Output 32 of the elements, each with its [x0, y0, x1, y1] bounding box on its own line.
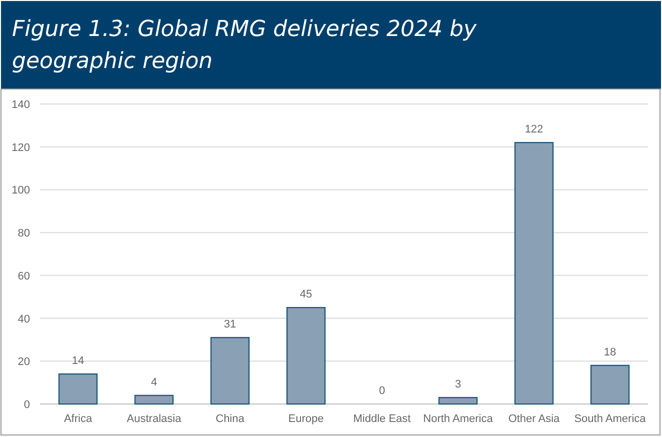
y-tick-label: 140: [12, 99, 30, 111]
x-tick-label: North America: [423, 413, 494, 425]
bar: [58, 373, 98, 405]
data-label: 3: [454, 378, 462, 391]
x-tick-label: China: [216, 413, 246, 425]
data-label: 14: [72, 355, 84, 367]
data-label: 0: [378, 385, 386, 397]
x-tick-label: Other Asia: [508, 413, 561, 425]
data-label: 122: [524, 124, 544, 136]
y-tick-label: 40: [18, 313, 30, 326]
y-tick-label: 80: [18, 228, 30, 240]
x-tick-label: South America: [574, 413, 647, 425]
data-label: 4: [150, 376, 158, 388]
data-label: 18: [604, 346, 616, 358]
y-tick-label: 20: [18, 356, 30, 368]
y-tick-label: 60: [18, 270, 30, 282]
bar: [134, 394, 174, 405]
data-label: 45: [300, 288, 312, 301]
bar: [438, 396, 478, 405]
bar: [590, 364, 630, 405]
y-tick-label: 120: [12, 142, 30, 154]
x-tick-label: Africa: [64, 413, 93, 425]
y-tick-label: 100: [12, 184, 30, 197]
bar: [210, 336, 250, 405]
bar: [514, 142, 554, 405]
y-tick-label: 0: [24, 399, 30, 411]
bar: [286, 306, 326, 405]
chart-title: Figure 1.3: Global RMG deliveries 2024 by geographic region: [12, 16, 478, 76]
data-label: 31: [224, 318, 236, 331]
x-tick-label: Australasia: [126, 413, 182, 425]
x-tick-label: Europe: [288, 413, 324, 425]
x-tick-label: Middle East: [353, 413, 411, 425]
